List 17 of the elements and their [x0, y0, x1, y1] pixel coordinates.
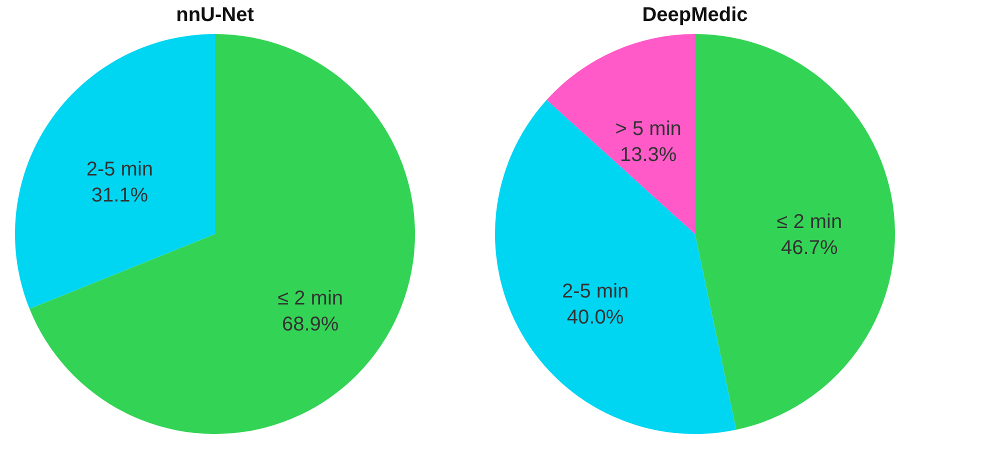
pie-slice — [15, 34, 215, 309]
slice-label: > 5 min — [615, 118, 682, 140]
data-label: 46.7% — [781, 237, 838, 260]
data-label: 13.3% — [620, 144, 677, 166]
slice-label: 2-5 min — [86, 158, 154, 181]
chart-title: DeepMedic — [642, 4, 748, 26]
pie-slice — [546, 34, 695, 234]
pie-slice — [30, 34, 415, 434]
slice-label: ≤ 2 min — [278, 287, 344, 310]
pie-slice — [495, 100, 736, 434]
slice-label: 2-5 min — [562, 280, 629, 302]
chart-title: nnU-Net — [176, 4, 254, 26]
data-label: 31.1% — [91, 184, 148, 207]
slice-label: ≤ 2 min — [776, 211, 842, 234]
data-label: 68.9% — [282, 313, 339, 336]
data-label: 40.0% — [566, 306, 624, 328]
pie-slice — [695, 34, 895, 430]
